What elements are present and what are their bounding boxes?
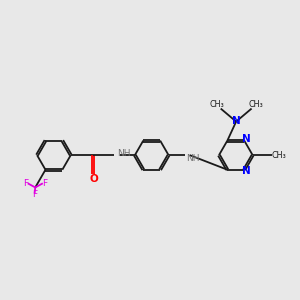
Text: N: N [242, 134, 250, 144]
Text: CH₃: CH₃ [272, 151, 286, 160]
Text: CH₃: CH₃ [249, 100, 263, 109]
Text: N: N [242, 166, 251, 176]
Text: CH₃: CH₃ [209, 100, 224, 109]
Text: N: N [232, 116, 241, 126]
Text: O: O [90, 174, 98, 184]
Text: F: F [32, 190, 37, 200]
Text: NH: NH [117, 149, 130, 158]
Text: F: F [42, 179, 47, 188]
Text: F: F [23, 179, 28, 188]
Text: NH: NH [186, 154, 200, 163]
